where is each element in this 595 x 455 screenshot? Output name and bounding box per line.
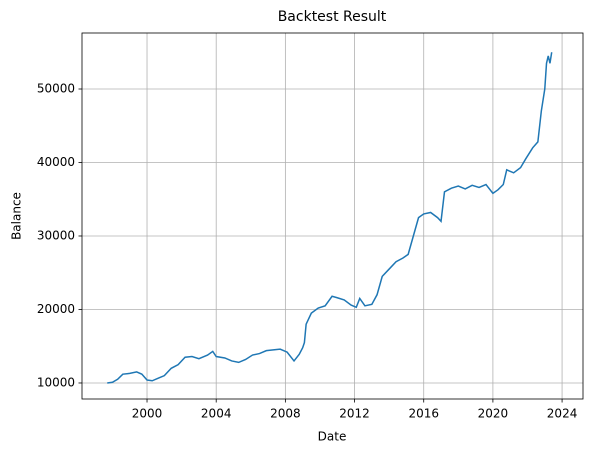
- x-tick-label: 2016: [408, 407, 439, 421]
- line-series: [107, 52, 553, 384]
- x-tick-label: 2004: [201, 407, 232, 421]
- y-tick-label: 30000: [37, 228, 75, 242]
- y-tick-label: 20000: [37, 302, 75, 316]
- x-tick-label: 2020: [478, 407, 509, 421]
- y-tick-label: 10000: [37, 375, 75, 389]
- y-tick-label: 40000: [37, 155, 75, 169]
- x-tick-label: 2012: [339, 407, 370, 421]
- y-axis-label: Balance: [10, 192, 24, 240]
- x-tick-label: 2000: [132, 407, 163, 421]
- x-tick-label: 2008: [270, 407, 301, 421]
- x-axis-label: Date: [318, 430, 347, 444]
- x-tick-label: 2024: [547, 407, 578, 421]
- plot-frame: [81, 32, 584, 400]
- chart-title: Backtest Result: [278, 9, 387, 25]
- y-tick-label: 50000: [37, 82, 75, 96]
